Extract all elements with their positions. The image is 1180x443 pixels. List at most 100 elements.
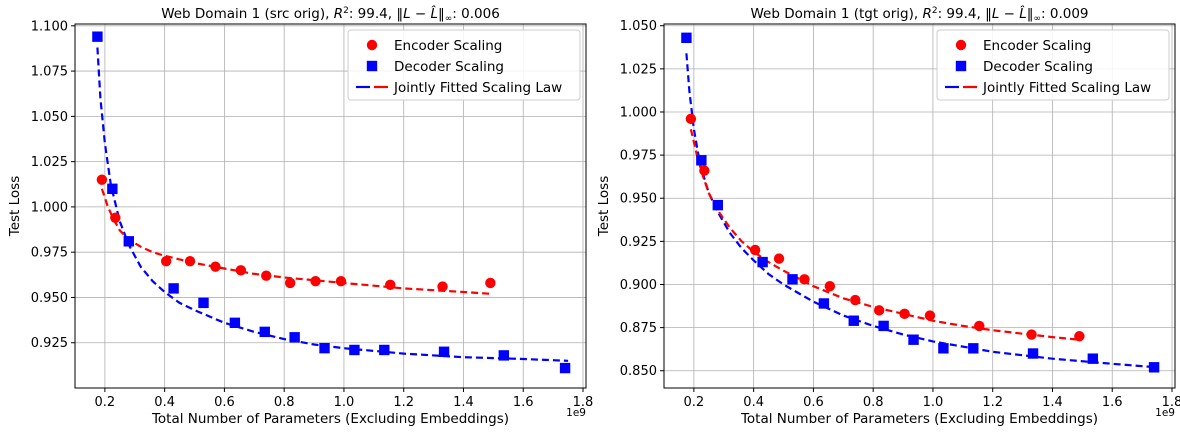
legend-box: [936, 29, 1170, 101]
x-tick-label: 1.0: [334, 395, 355, 410]
x-tick-label: 1.4: [1042, 395, 1063, 410]
legend: Encoder Scaling Decoder Scaling Jointly Fi…: [347, 29, 581, 101]
x-tick-label: 0.2: [684, 395, 705, 410]
decoder-point: [319, 342, 330, 354]
right-chart-panel: 0.2 0.4 0.6 0.8 1.0 1.2 1.4 1.6 1.8 0.850 0.875 0.9…: [596, 6, 1180, 427]
left-chart-panel: 0.2 0.4 0.6 0.8 1.0 1.2 1.4 1.6 1.8 0.925 0.950 0.9…: [7, 6, 593, 427]
decoder-point: [123, 236, 134, 247]
y-tick-label: 1.100: [31, 19, 68, 34]
decoder-point: [818, 298, 830, 309]
encoder-point: [899, 308, 910, 320]
plot-frame: [663, 23, 1176, 389]
decoder-point: [229, 317, 241, 329]
decoder-point: [787, 274, 798, 285]
decoder-point: [908, 334, 919, 345]
x-tick-label: 1.4: [453, 395, 474, 410]
encoder-point: [110, 212, 121, 223]
y-tick-label: 0.925: [620, 235, 657, 250]
encoder-point: [699, 165, 710, 176]
encoder-point: [284, 277, 296, 289]
encoder-point: [160, 256, 172, 267]
y-axis-label: Test Loss: [596, 176, 612, 238]
encoder-point: [824, 281, 836, 292]
decoder-point: [1027, 348, 1039, 359]
decoder-point: [938, 343, 949, 354]
encoder-point: [310, 275, 321, 287]
encoder-point: [437, 281, 448, 292]
decoder-point: [1148, 362, 1160, 373]
x-tick-label: 1.2: [982, 395, 1003, 410]
y-tick-label: 0.875: [620, 321, 657, 336]
decoder-point: [92, 31, 103, 42]
legend-fit-label: Jointly Fitted Scaling Law: [393, 80, 562, 96]
legend-decoder-label: Decoder Scaling: [983, 59, 1093, 75]
encoder-point: [974, 320, 985, 332]
encoder-point: [385, 279, 396, 290]
decoder-point: [168, 283, 179, 294]
chart-title: Web Domain 1 (tgt orig), R2: 99.4, ‖L − …: [750, 6, 1088, 24]
decoder-point: [438, 346, 450, 357]
chart-title-lead: Web Domain 1 (tgt orig),: [750, 6, 922, 22]
legend-encoder-label: Encoder Scaling: [983, 38, 1091, 54]
encoder-fit-curve: [689, 128, 1080, 341]
y-tick-label: 0.925: [31, 336, 68, 351]
encoder-point: [1074, 331, 1085, 342]
legend-fit-label: Jointly Fitted Scaling Law: [982, 80, 1151, 96]
r2-value: : 99.4,: [938, 6, 985, 22]
encoder-point: [924, 310, 936, 321]
encoder-point: [850, 294, 861, 306]
y-tick-label: 1.000: [31, 200, 68, 215]
encoder-point: [1026, 329, 1037, 340]
decoder-point: [349, 344, 360, 356]
decoder-point: [1087, 353, 1099, 364]
encoder-point: [261, 270, 272, 281]
x-tick-label: 0.6: [214, 395, 235, 410]
encoder-point: [485, 277, 496, 289]
decoder-point: [681, 32, 692, 44]
y-tick-label: 0.950: [31, 291, 68, 306]
y-tick-label: 0.950: [620, 192, 657, 207]
encoder-point: [773, 253, 785, 264]
decoder-point: [198, 297, 209, 309]
norm-value: : 0.006: [452, 6, 500, 22]
y-tick-label: 0.975: [31, 246, 68, 261]
norm-value: : 0.009: [1041, 6, 1089, 22]
x-tick-label: 1.6: [513, 395, 534, 410]
chart-title-lead: Web Domain 1 (src orig),: [161, 6, 334, 22]
decoder-point: [696, 155, 707, 166]
encoder-point: [235, 265, 247, 276]
decoder-point: [379, 344, 390, 356]
y-tick-label: 0.975: [620, 149, 657, 164]
legend-decoder-marker: [955, 60, 967, 72]
encoder-point: [96, 174, 108, 185]
x-tick-label: 0.2: [95, 395, 116, 410]
encoder-point: [799, 274, 810, 285]
chart-title: Web Domain 1 (src orig), R2: 99.4, ‖L − …: [161, 6, 500, 24]
decoder-point: [289, 332, 300, 343]
legend-encoder-marker: [955, 39, 967, 51]
encoder-point: [184, 256, 196, 267]
y-tick-label: 1.025: [31, 155, 68, 170]
x-offset-label: 1e9: [566, 407, 586, 419]
r2-value: : 99.4,: [349, 6, 396, 22]
encoder-fit-curve: [100, 188, 491, 295]
x-axis-label: Total Number of Parameters (Excluding Em…: [151, 411, 509, 427]
y-tick-label: 0.900: [620, 278, 657, 293]
encoder-point: [685, 113, 697, 125]
x-offset-label: 1e9: [1155, 407, 1175, 419]
legend-decoder-label: Decoder Scaling: [394, 59, 504, 75]
y-tick-label: 1.025: [620, 62, 657, 77]
x-tick-label: 0.4: [154, 395, 175, 410]
x-axis-label: Total Number of Parameters (Excluding Em…: [740, 411, 1098, 427]
y-tick-label: 1.000: [620, 105, 657, 120]
x-tick-label: 1.8: [1162, 395, 1180, 410]
legend-encoder-marker: [366, 39, 378, 51]
decoder-point: [559, 362, 571, 374]
decoder-point: [498, 350, 510, 361]
encoder-point: [210, 261, 221, 272]
x-tick-label: 1.8: [573, 395, 594, 410]
y-tick-label: 1.075: [31, 65, 68, 80]
y-tick-label: 1.050: [620, 19, 657, 34]
legend-box: [347, 29, 581, 101]
